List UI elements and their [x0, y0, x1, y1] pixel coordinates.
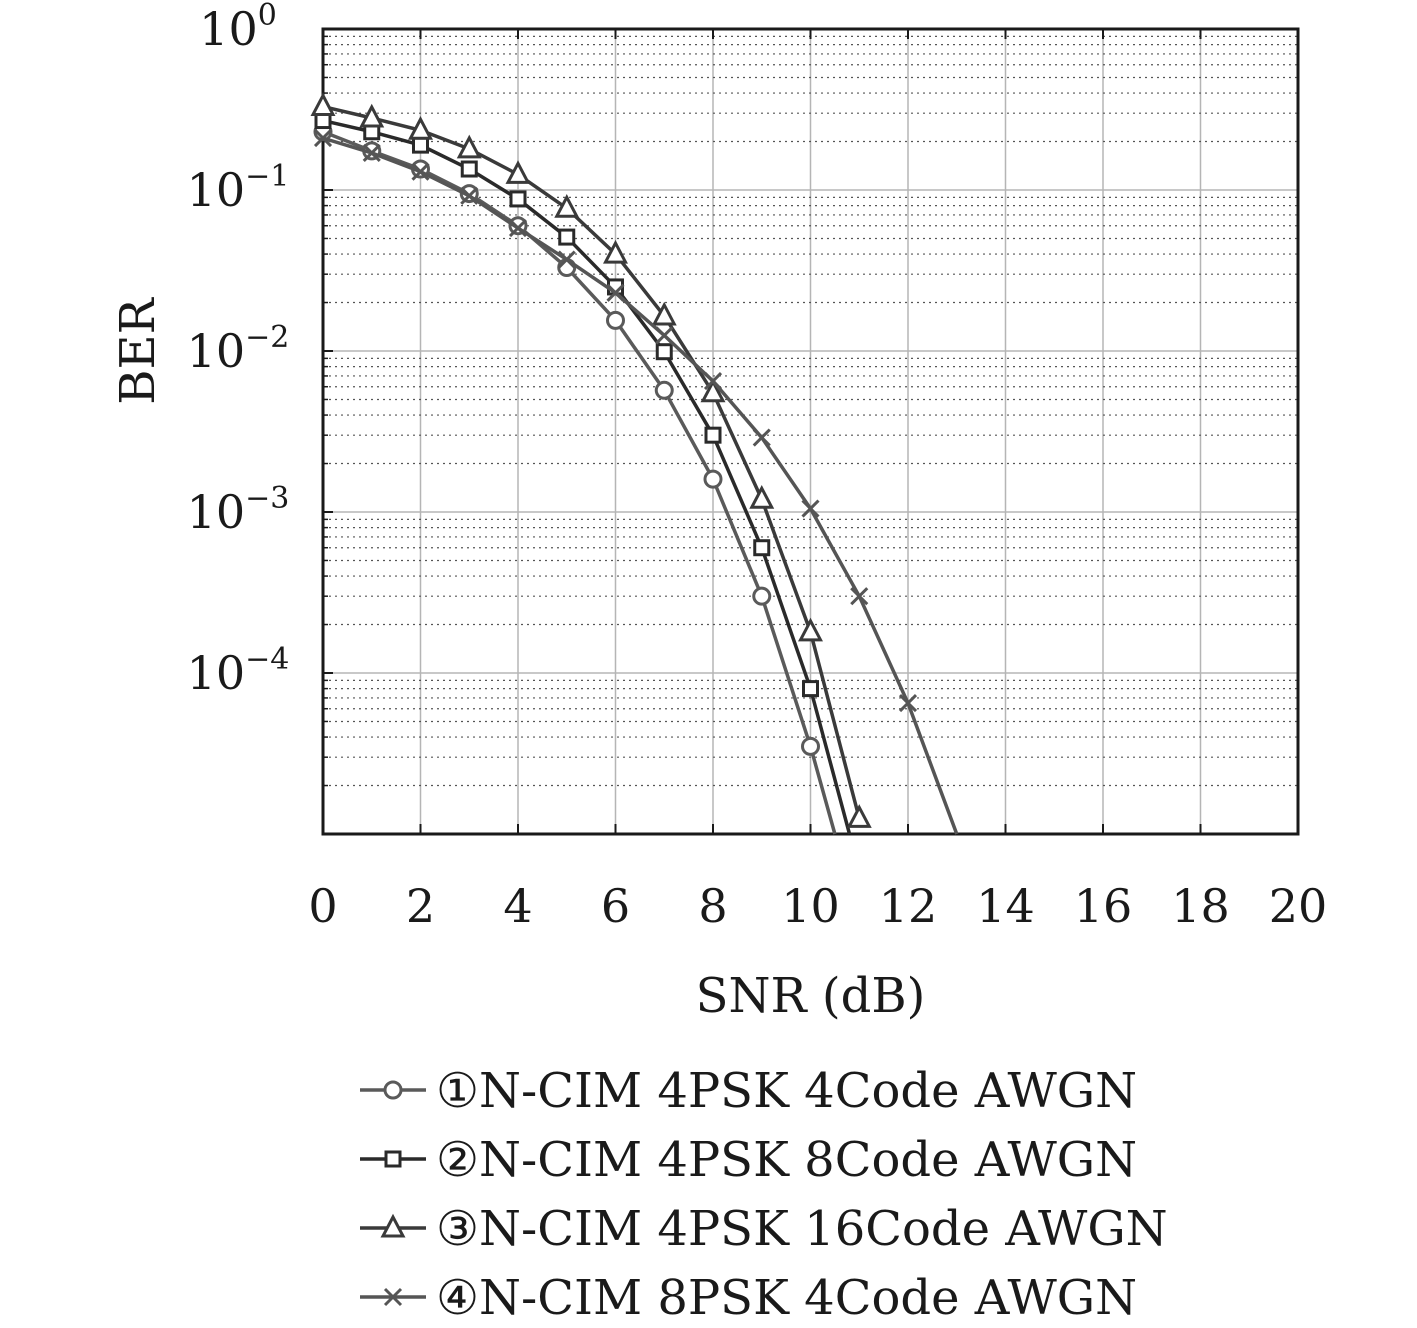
- data-point-marker: [655, 326, 674, 345]
- legend-entry: ③N-CIM 4PSK 16Code AWGN: [360, 1201, 1168, 1257]
- y-tick-labels: 100 10−1 10−2 10−3 10−4: [187, 0, 290, 700]
- y-axis-label: BER: [110, 296, 166, 404]
- y-tick-label: 10−3: [187, 481, 290, 539]
- legend-marker: [384, 1150, 402, 1168]
- cross-stroke: [703, 372, 723, 391]
- data-point-marker: [408, 116, 433, 140]
- data-point-marker: [798, 617, 823, 642]
- cross-stroke: [557, 250, 576, 269]
- data-point-marker: [460, 160, 478, 178]
- data-point-marker: [749, 485, 775, 509]
- x-tick-labels: 0 2 4 6 8 10 12 14 16 18 20: [308, 879, 1327, 933]
- x-axis-label: SNR (dB): [696, 968, 926, 1024]
- cross-stroke: [898, 694, 918, 713]
- data-point-marker: [310, 92, 336, 117]
- cross-stroke: [752, 428, 771, 447]
- data-point-marker: [362, 143, 381, 162]
- data-point-marker: [753, 539, 771, 557]
- data-point-marker: [505, 160, 531, 184]
- cross-stroke: [460, 186, 479, 205]
- data-point-marker: [752, 428, 771, 447]
- series-line: [322, 104, 861, 819]
- x-tick-label: 0: [308, 879, 337, 933]
- data-point-marker: [846, 804, 872, 828]
- data-point-marker: [700, 378, 726, 403]
- data-point-marker: [752, 586, 772, 606]
- data-point-marker: [456, 134, 482, 159]
- legend-marker: [380, 1213, 406, 1238]
- x-tick-label: 6: [601, 879, 630, 933]
- data-point-marker: [460, 186, 479, 205]
- data-point-marker: [898, 694, 918, 713]
- data-point-marker: [802, 680, 819, 698]
- x-tick-label: 16: [1074, 879, 1133, 933]
- cross-stroke: [362, 143, 381, 162]
- data-point-marker: [606, 310, 625, 330]
- x-tick-label: 18: [1171, 879, 1230, 933]
- data-point-marker: [704, 426, 722, 444]
- data-point-marker: [412, 136, 429, 154]
- data-point-marker: [603, 239, 628, 264]
- data-point-marker: [313, 129, 333, 148]
- series-4: [313, 129, 959, 835]
- data-point-marker: [801, 499, 820, 518]
- legend-label: ②N-CIM 4PSK 8Code AWGN: [436, 1132, 1137, 1188]
- series-3: [310, 92, 872, 828]
- legend-label: ④N-CIM 8PSK 4Code AWGN: [436, 1270, 1137, 1326]
- legend-label: ③N-CIM 4PSK 16Code AWGN: [436, 1201, 1168, 1257]
- cross-stroke: [606, 283, 625, 302]
- legend-marker: [383, 1080, 403, 1100]
- legend-entry: ④N-CIM 8PSK 4Code AWGN: [360, 1270, 1137, 1326]
- legend: ①N-CIM 4PSK 4Code AWGN ②N-CIM 4PSK 8Code …: [360, 1063, 1168, 1326]
- x-tick-label: 10: [781, 879, 840, 933]
- data-point-marker: [558, 228, 576, 246]
- x-tick-label: 2: [406, 879, 435, 933]
- legend-entry: ①N-CIM 4PSK 4Code AWGN: [360, 1063, 1137, 1119]
- cross-stroke: [850, 587, 869, 606]
- data-point-marker: [557, 250, 576, 269]
- x-tick-label: 14: [976, 879, 1035, 933]
- cross-stroke: [801, 499, 820, 518]
- legend-label: ①N-CIM 4PSK 4Code AWGN: [436, 1063, 1137, 1119]
- x-tick-label: 4: [503, 879, 532, 933]
- cross-stroke: [508, 219, 528, 238]
- legend-marker: [383, 1287, 403, 1307]
- data-point-marker: [554, 194, 580, 218]
- data-point-marker: [703, 469, 723, 489]
- y-tick-label: 10−4: [187, 642, 290, 700]
- data-point-marker: [654, 380, 674, 400]
- legend-entry: ②N-CIM 4PSK 8Code AWGN: [360, 1132, 1137, 1188]
- cross-stroke: [411, 162, 430, 181]
- data-point-marker: [606, 283, 625, 302]
- x-tick-label: 12: [879, 879, 938, 933]
- data-point-marker: [703, 372, 723, 391]
- data-point-marker: [411, 162, 430, 181]
- y-tick-label: 10−2: [187, 320, 290, 378]
- data-point-marker: [850, 587, 869, 606]
- cross-stroke: [313, 129, 333, 148]
- data-point-marker: [509, 190, 527, 208]
- series-line: [322, 136, 959, 835]
- y-tick-label: 10−1: [187, 159, 290, 217]
- data-point-marker: [801, 736, 820, 756]
- data-point-marker: [651, 301, 677, 326]
- y-tick-label: 100: [199, 0, 277, 56]
- x-tick-label: 20: [1269, 879, 1328, 933]
- cross-stroke: [655, 326, 674, 345]
- tick-marks: [322, 29, 1299, 835]
- cross-stroke: [383, 1287, 403, 1307]
- data-point-marker: [655, 343, 673, 361]
- series-line: [322, 130, 837, 835]
- data-point-marker: [508, 219, 528, 238]
- series-layer: [310, 92, 959, 835]
- data-point-marker: [359, 103, 385, 128]
- x-tick-label: 8: [698, 879, 727, 933]
